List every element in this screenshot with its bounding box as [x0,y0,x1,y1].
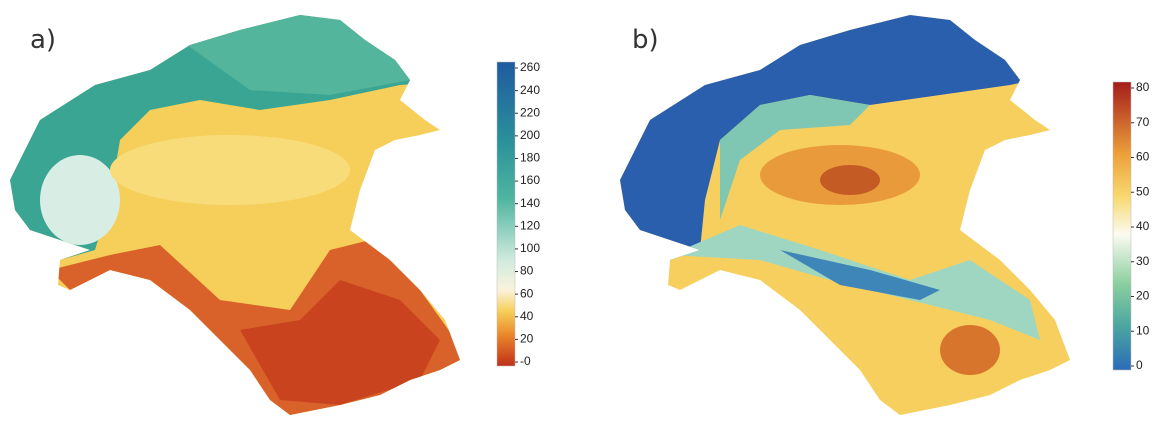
colorbar-tick-label: 220 [520,105,540,119]
colorbar-tick-label: 140 [520,196,540,210]
colorbar-tick-label: 120 [520,218,540,232]
colorbar-tick-label: 240 [520,83,540,97]
colorbar-tick-label: -0 [520,354,531,368]
colorbar-tick-label: 60 [1136,150,1150,164]
colorbar-tick-label: 0 [1136,358,1143,372]
colorbar-tick-label: 180 [520,151,540,165]
colorbar-tick-label: 30 [1136,254,1150,268]
colorbar-tick-label: 80 [1136,80,1150,94]
colorbar-tick-label: 40 [520,309,534,323]
colorbar-tick-label: 20 [1136,289,1150,303]
colorbar-tick-label: 260 [520,60,540,74]
colorbar [1113,82,1131,370]
colorbar-tick-label: 50 [1136,184,1150,198]
colorbar-tick-label: 70 [1136,115,1150,129]
map-a [0,0,470,421]
colorbar-tick-label: 100 [520,241,540,255]
colorbar-tick-label: 60 [520,286,534,300]
colorbar-tick-label: 10 [1136,323,1150,337]
figure: a) b) 2602402202001801601401201008060402… [0,0,1171,421]
panel-label: a) [30,25,56,55]
colorbar-tick-label: 200 [520,128,540,142]
panel-label: b) [632,25,659,55]
colorbar-tick-label: 40 [1136,219,1150,233]
colorbar-tick-label: 80 [520,264,534,278]
colorbar-tick-label: 20 [520,332,534,346]
map-b [610,0,1080,421]
colorbar [497,62,515,366]
colorbar-tick-label: 160 [520,173,540,187]
